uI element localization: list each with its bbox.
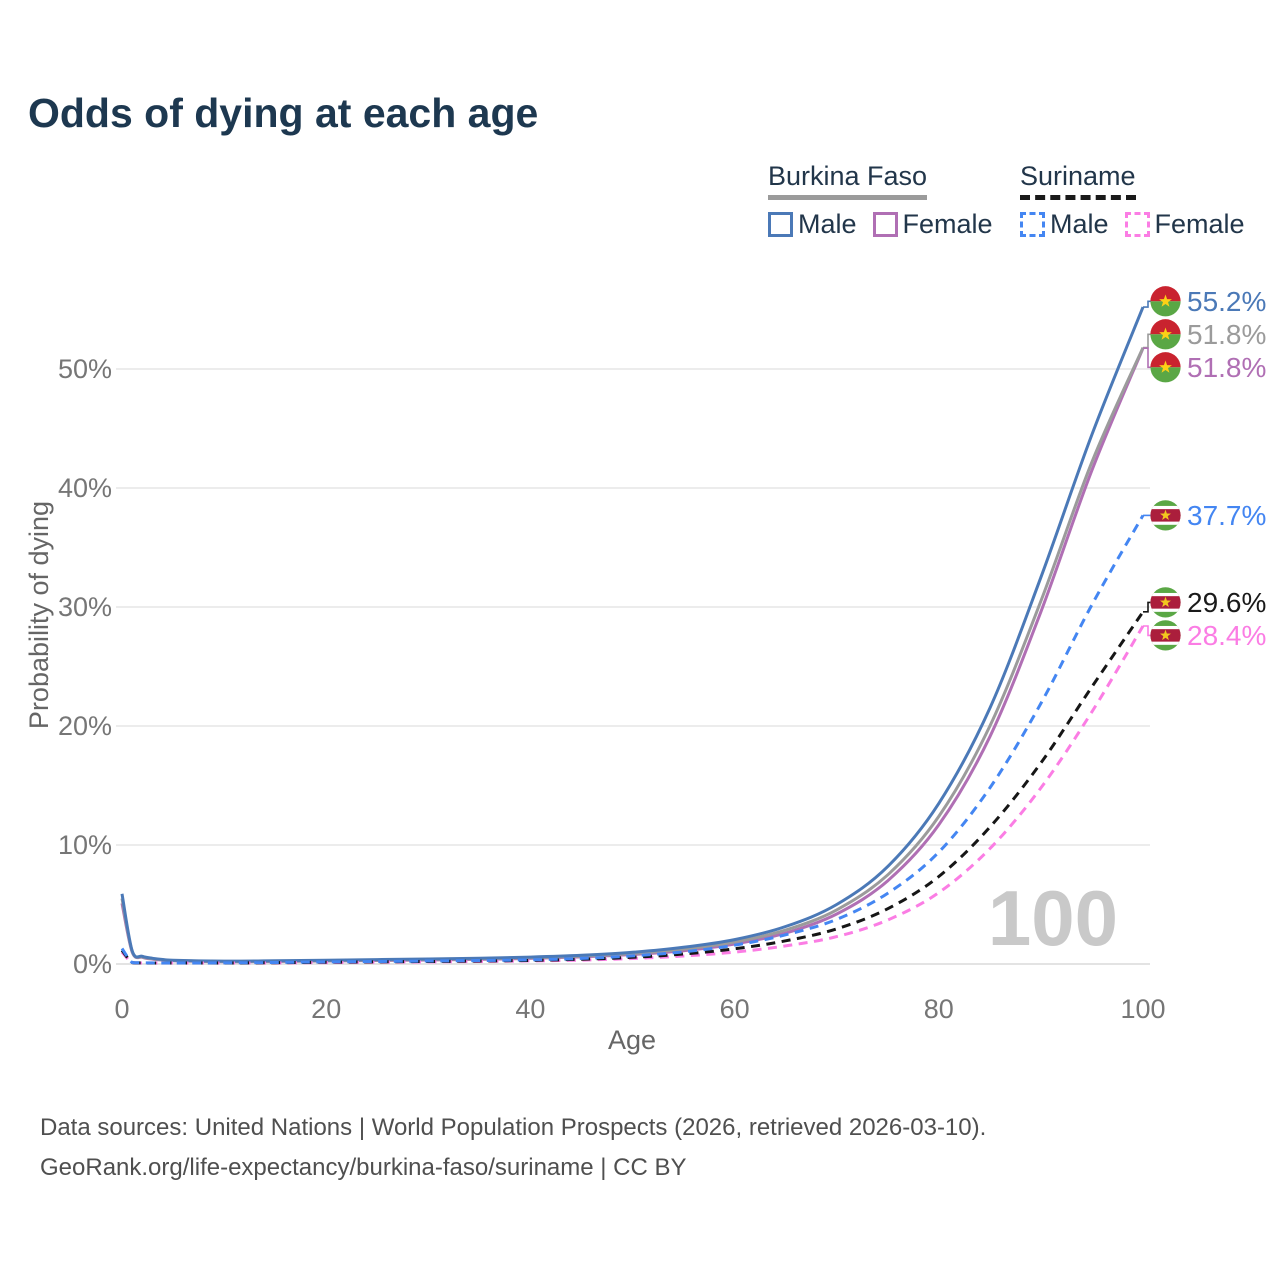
x-axis-title: Age: [608, 1025, 656, 1055]
legend-swatch-burkina-faso-male[interactable]: [768, 212, 793, 238]
legend-item-suriname-male[interactable]: Male: [1020, 209, 1109, 240]
page-title: Odds of dying at each age: [28, 90, 539, 136]
x-tick-40: 40: [515, 994, 545, 1024]
x-tick-0: 0: [114, 994, 129, 1024]
legend-swatch-suriname-male[interactable]: [1020, 212, 1045, 238]
y-tick-50%: 50%: [58, 354, 112, 384]
y-tick-40%: 40%: [58, 473, 112, 503]
end-label-value-burkina-faso-female: 51.8%: [1187, 352, 1266, 383]
y-tick-0%: 0%: [73, 949, 112, 979]
legend-country-suriname: Suriname: [1020, 162, 1136, 201]
x-tick-80: 80: [924, 994, 954, 1024]
x-tick-20: 20: [311, 994, 341, 1024]
suriname-flag-icon: [1149, 499, 1182, 532]
end-label-value-burkina-faso-male: 55.2%: [1187, 286, 1266, 317]
y-tick-10%: 10%: [58, 830, 112, 860]
end-labels: 55.2%51.8%51.8%37.7%29.6%28.4%: [1143, 285, 1266, 652]
age-watermark-text: 100: [988, 874, 1118, 962]
legend-item-burkina-faso-female[interactable]: Female: [872, 209, 993, 240]
y-tick-20%: 20%: [58, 711, 112, 741]
end-label-value-suriname-female: 28.4%: [1187, 620, 1266, 651]
x-tick-60: 60: [720, 994, 750, 1024]
data-sources-line1: Data sources: United Nations | World Pop…: [40, 1114, 987, 1141]
end-label-leader-burkina-faso-male: [1143, 300, 1151, 308]
suriname-flag-icon: [1149, 619, 1182, 652]
x-tick-100: 100: [1120, 994, 1165, 1024]
legend-swatch-suriname-female[interactable]: [1124, 212, 1150, 238]
series-line-burkina-faso-male: [120, 306, 1145, 963]
y-axis-title: Probability of dying: [24, 501, 54, 729]
end-label-leader-burkina-faso-female: [1143, 347, 1151, 369]
legend-label-burkina-faso-female: Female: [902, 209, 993, 240]
data-sources: Data sources: United Nations | World Pop…: [40, 1108, 1240, 1188]
end-label-value-suriname-male: 37.7%: [1187, 500, 1266, 531]
legend-item-suriname-female[interactable]: Female: [1124, 209, 1245, 240]
legend-country-burkina-faso: Burkina Faso: [768, 162, 928, 201]
legend-label-suriname-male: Male: [1050, 209, 1109, 240]
legend: Burkina Faso Male Female Suriname Male: [0, 162, 1280, 242]
end-label-leader-suriname: [1143, 601, 1151, 613]
legend-group-suriname: Suriname Male Female: [1020, 162, 1245, 240]
data-sources-line2: GeoRank.org/life-expectancy/burkina-faso…: [40, 1154, 687, 1181]
end-label-value-suriname: 29.6%: [1187, 587, 1266, 618]
end-label-leader-suriname-female: [1143, 625, 1151, 637]
series-lines: [120, 306, 1145, 965]
y-tick-30%: 30%: [58, 592, 112, 622]
end-label-value-burkina-faso: 51.8%: [1187, 319, 1266, 350]
end-label-leader-burkina-faso: [1143, 333, 1151, 349]
burkina-faso-flag-icon: [1149, 318, 1182, 351]
legend-item-burkina-faso-male[interactable]: Male: [768, 209, 857, 240]
legend-swatch-burkina-faso-female[interactable]: [872, 212, 898, 238]
legend-label-suriname-female: Female: [1154, 209, 1245, 240]
series-line-suriname-male: [120, 514, 1145, 965]
burkina-faso-flag-icon: [1149, 285, 1182, 318]
age-watermark: 100: [988, 874, 1118, 962]
suriname-flag-icon: [1149, 586, 1182, 619]
burkina-faso-flag-icon: [1149, 351, 1182, 384]
axis-labels: 0% 10% 20% 30% 40% 50% 0 20 40 60 80 100 Age Probabil…: [24, 354, 1166, 1055]
series-line-burkina-faso-female: [120, 347, 1145, 964]
legend-label-burkina-faso-male: Male: [798, 209, 857, 240]
legend-group-burkina-faso: Burkina Faso Male Female: [768, 162, 993, 240]
series-line-burkina-faso: [120, 346, 1145, 964]
